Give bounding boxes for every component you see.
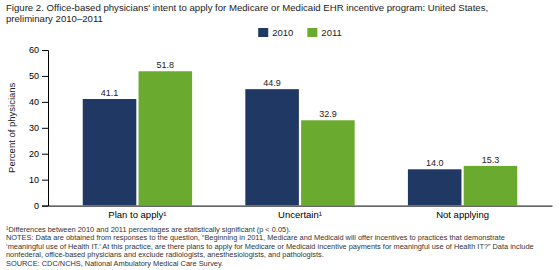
- x-tick: Not applying: [436, 209, 489, 220]
- x-tick-label: Uncertain¹: [278, 209, 322, 220]
- y-tick: 0: [34, 201, 48, 211]
- y-tick-label: 10: [29, 175, 39, 185]
- data-label: 32.9: [319, 109, 337, 119]
- data-label: 51.8: [157, 60, 175, 70]
- legend-item: 2011: [307, 27, 341, 38]
- data-label: 41.1: [101, 88, 119, 98]
- legend-swatch: [258, 28, 268, 37]
- y-tick: 60: [29, 45, 48, 55]
- chart: Figure 2. Office-based physicians' inten…: [0, 0, 560, 270]
- bars: [83, 71, 518, 205]
- legend: 2010 2011: [258, 27, 342, 38]
- y-tick-mark: [42, 50, 48, 51]
- bar: [245, 89, 299, 205]
- legend-label: 2011: [321, 27, 341, 38]
- x-axis-line: [49, 206, 553, 207]
- y-tick-mark: [42, 154, 48, 155]
- y-tick: 20: [29, 149, 48, 159]
- footnote: SOURCE: CDC/NCHS, National Ambulatory Me…: [6, 259, 223, 268]
- bar: [408, 169, 462, 205]
- y-axis-line: [42, 51, 49, 207]
- x-tick: Uncertain¹: [278, 209, 322, 220]
- y-tick: 40: [29, 97, 48, 107]
- y-tick-label: 50: [29, 71, 39, 81]
- y-tick-mark: [42, 102, 48, 103]
- y-tick: 10: [29, 175, 48, 185]
- y-tick-label: 40: [29, 97, 39, 107]
- data-label: 15.3: [482, 155, 500, 165]
- data-label: 14.0: [426, 158, 444, 168]
- data-labels: 41.1 44.9 14.0 51.8 32.9 15.3: [101, 60, 499, 168]
- legend-swatch: [307, 28, 317, 37]
- title: Figure 2. Office-based physicians' inten…: [6, 2, 488, 13]
- data-label: 44.9: [263, 78, 281, 88]
- bar: [301, 120, 355, 205]
- title: preliminary 2010–2011: [6, 13, 103, 24]
- x-tick-label: Not applying: [436, 209, 489, 220]
- y-tick-label: 0: [34, 201, 39, 211]
- legend-label: 2010: [272, 27, 293, 38]
- bar: [464, 166, 518, 206]
- y-axis: 0 10 20 30 40 50 60: [29, 45, 49, 211]
- bar: [83, 99, 137, 206]
- y-tick-mark: [42, 206, 48, 207]
- y-tick: 50: [29, 71, 48, 81]
- x-tick-label: Plan to apply¹: [108, 209, 166, 220]
- y-tick-mark: [42, 180, 48, 181]
- legend-item: 2010: [258, 27, 293, 38]
- y-tick-mark: [42, 128, 48, 129]
- y-axis-title: Percent of physicians: [6, 82, 17, 173]
- y-tick-label: 30: [29, 123, 39, 133]
- y-tick-label: 60: [29, 45, 39, 55]
- bar: [139, 71, 193, 205]
- x-axis: Plan to apply¹ Uncertain¹ Not applying: [49, 206, 553, 220]
- y-tick: 30: [29, 123, 48, 133]
- y-tick-mark: [42, 76, 48, 77]
- y-tick-label: 20: [29, 149, 39, 159]
- x-tick: Plan to apply¹: [108, 209, 166, 220]
